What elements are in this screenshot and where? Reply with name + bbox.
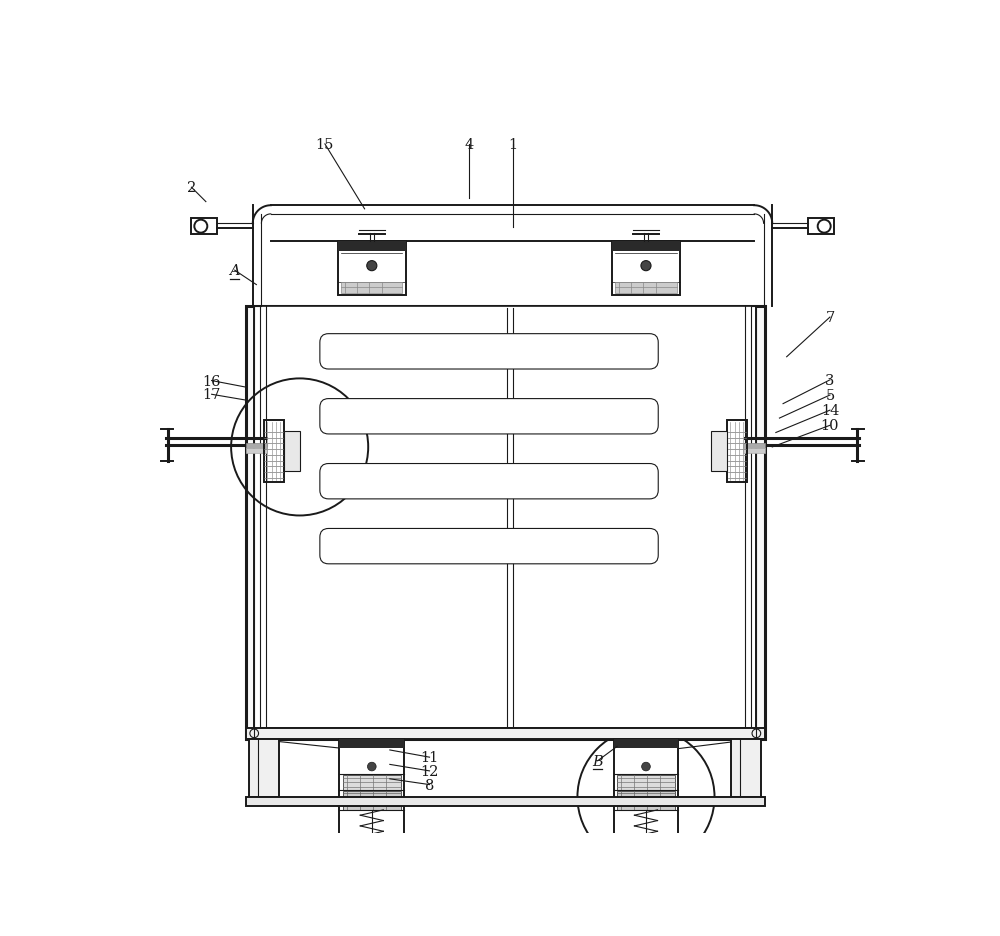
Bar [614,739,678,872]
FancyBboxPatch shape [320,399,658,434]
Bar [711,431,727,471]
Text: 2: 2 [187,181,196,195]
Bar [612,242,680,252]
Circle shape [641,261,651,271]
Circle shape [367,763,376,771]
Bar [359,867,385,872]
Text: 17: 17 [202,388,221,402]
Bar [246,307,765,739]
Text: 4: 4 [465,138,474,152]
Bar [343,775,401,790]
Bar [808,219,834,235]
Bar [339,739,404,748]
Bar [614,739,678,748]
Bar [191,219,217,235]
Bar [246,444,267,448]
Text: 5: 5 [825,388,835,402]
Bar [246,728,765,739]
Circle shape [642,763,650,771]
Text: B: B [592,754,603,768]
Text: 15: 15 [316,138,334,152]
Bar [249,739,279,797]
Text: 10: 10 [821,418,839,432]
Text: 1: 1 [508,138,517,152]
Text: 14: 14 [821,403,839,417]
Bar [343,791,401,810]
Bar [633,867,659,872]
Bar [743,444,765,448]
Text: 12: 12 [420,764,439,778]
Bar [264,421,284,482]
Bar [284,431,300,471]
Bar [617,775,675,790]
Circle shape [367,261,377,271]
Text: 11: 11 [420,751,439,765]
Text: 3: 3 [825,373,835,388]
Bar [339,739,404,872]
Circle shape [818,220,831,233]
FancyBboxPatch shape [320,529,658,564]
Bar [727,421,747,482]
Bar [612,242,680,296]
Text: 7: 7 [825,311,835,325]
Circle shape [194,220,207,233]
Bar [743,449,765,453]
Bar [338,242,406,296]
Text: 8: 8 [425,778,434,792]
Bar [254,307,756,732]
Bar [246,797,765,806]
Bar [341,283,402,293]
Text: A: A [229,264,240,278]
FancyBboxPatch shape [320,464,658,499]
Bar [615,283,677,293]
Bar [617,791,675,810]
Bar [731,739,761,797]
FancyBboxPatch shape [320,334,658,370]
Bar [338,242,406,252]
Text: 16: 16 [202,374,221,388]
Bar [246,449,267,453]
Bar [260,307,751,727]
